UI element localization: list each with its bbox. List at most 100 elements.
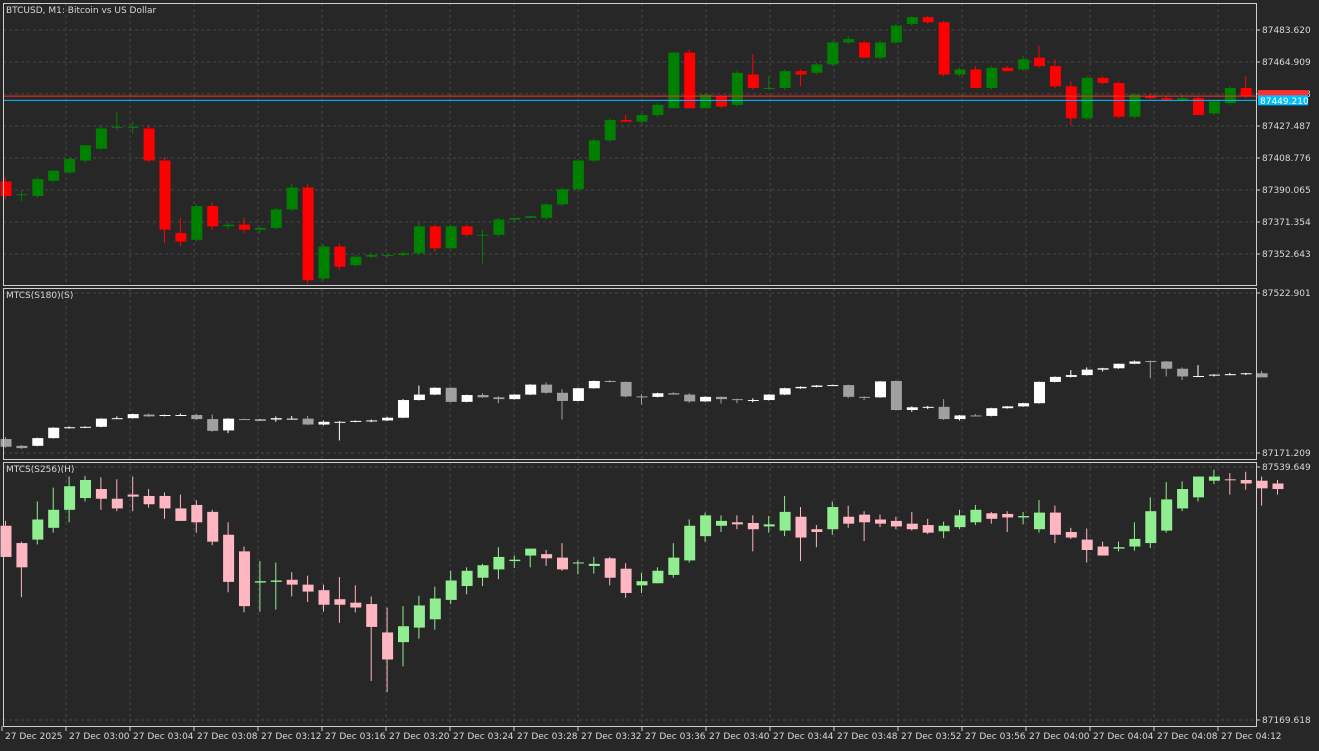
candle-bull (652, 570, 664, 584)
candle-bear (1161, 361, 1173, 369)
candle-bull (111, 126, 123, 128)
candle-bull (1049, 376, 1061, 382)
candle-bull (318, 421, 330, 425)
candle-bull (80, 145, 91, 161)
x-tick-label: 27 Dec 03:36 (645, 732, 706, 742)
candle-bear (0, 181, 12, 196)
candle-bull (254, 581, 266, 583)
candle-bear (716, 396, 727, 400)
x-tick-label: 27 Dec 03:52 (901, 732, 962, 742)
candle-bull (525, 548, 537, 556)
candle-bull (572, 160, 584, 190)
candle-bull (80, 480, 91, 499)
candle-bull (429, 598, 441, 620)
candle-bull (270, 418, 282, 420)
candle-bear (1145, 96, 1157, 99)
candle-bull (970, 509, 982, 523)
x-tick-label: 27 Dec 03:28 (517, 732, 578, 742)
candle-bear (1049, 512, 1061, 535)
candle-bull (398, 253, 409, 255)
x-tick-label: 27 Dec 03:44 (773, 732, 834, 742)
candle-bear (207, 419, 219, 431)
candle-bear (429, 226, 441, 249)
candle-bull (1018, 403, 1030, 407)
candle-bear (986, 513, 998, 519)
candle-bear (207, 511, 219, 542)
candle-bear (350, 602, 362, 608)
candle-bear (0, 525, 12, 557)
candle-bear (938, 406, 950, 420)
candle-bull (350, 256, 362, 266)
candle-bull (779, 511, 791, 531)
x-tick-label: 27 Dec 03:40 (709, 732, 770, 742)
bid-price-tag (1258, 95, 1308, 106)
candle-bear (1049, 66, 1061, 87)
candle-bear (890, 380, 902, 411)
candle-bull (636, 114, 648, 122)
candle-bull (700, 515, 712, 537)
candle-bull (763, 524, 775, 527)
candle-bull (572, 388, 584, 401)
pane-frame[interactable] (3, 462, 1257, 727)
candle-bull (827, 507, 839, 530)
candle-bull (64, 427, 76, 429)
candle-bull (922, 406, 934, 408)
candle-bear (16, 543, 28, 568)
candle-bull (445, 580, 457, 600)
candle-bear (1081, 539, 1093, 550)
x-tick-label: 27 Dec 03:04 (133, 732, 194, 742)
candle-bull (413, 605, 425, 628)
candle-bull (652, 104, 664, 115)
candle-bear (334, 246, 346, 267)
candle-bull (366, 420, 378, 422)
candle-bear (239, 551, 250, 607)
candle-bull (1129, 538, 1141, 547)
candle-bull (1113, 363, 1125, 369)
candle-bear (334, 599, 346, 605)
candle-bull (1097, 368, 1109, 370)
candle-bull (509, 559, 521, 562)
candle-bull (986, 408, 998, 416)
candle-bear (938, 22, 950, 75)
x-tick-label: 27 Dec 03:56 (965, 732, 1026, 742)
candle-bull (32, 519, 44, 540)
candle-bear (461, 226, 473, 235)
x-tick-label: 27 Dec 03:32 (581, 732, 642, 742)
candle-bull (557, 189, 568, 205)
y-tick-label: 87522.901 (1262, 289, 1311, 299)
candle-bull (1208, 476, 1220, 481)
candle-bull (827, 385, 839, 387)
candle-bull (1113, 547, 1125, 549)
x-tick-label: 27 Dec 04:04 (1093, 732, 1154, 742)
candle-bear (302, 584, 314, 592)
candle-bear (859, 396, 871, 398)
candle-bull (1081, 77, 1093, 119)
candle-bull (286, 418, 298, 420)
candle-bear (811, 529, 823, 532)
candle-bear (620, 381, 632, 397)
candle-bear (1065, 86, 1077, 119)
candle-bull (811, 64, 823, 73)
candle-bull (588, 380, 600, 389)
candle-bear (620, 120, 632, 122)
candle-bear (1002, 67, 1014, 72)
pane-frame[interactable] (3, 3, 1257, 286)
candle-bear (0, 439, 12, 447)
candle-bull (1081, 369, 1093, 376)
pane-frame[interactable] (3, 288, 1257, 460)
candle-bull (525, 216, 537, 218)
candle-bear (223, 534, 235, 582)
candle-bear (731, 399, 743, 401)
candle-bull (413, 226, 425, 254)
candle-bull (127, 126, 139, 128)
candle-bull (1193, 476, 1204, 498)
candle-bull (954, 69, 966, 75)
candle-bull (382, 254, 394, 256)
candle-bull (175, 415, 187, 417)
candle-bull (509, 394, 521, 400)
candle-bear (159, 160, 171, 230)
y-tick-label: 87390.065 (1262, 186, 1311, 196)
